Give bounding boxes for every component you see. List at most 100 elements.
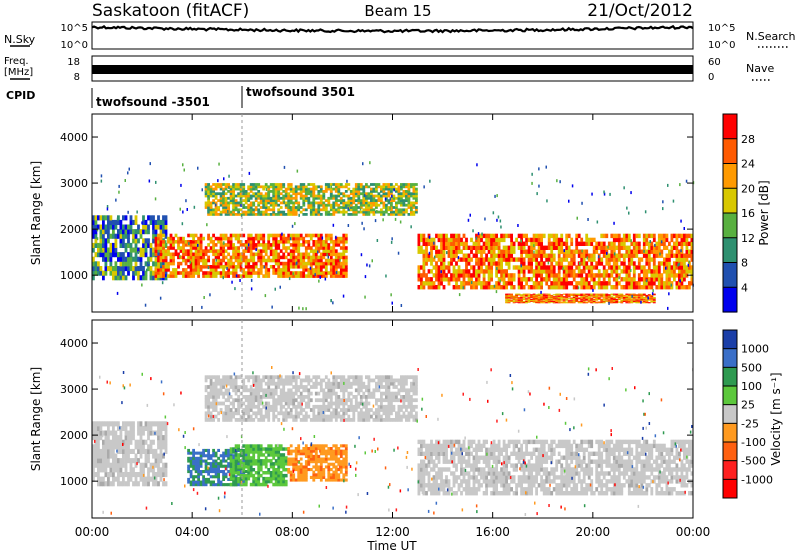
data-cell: [304, 265, 308, 269]
data-cell: [314, 273, 316, 277]
data-cell: [207, 477, 210, 481]
data-cell: [279, 206, 283, 209]
data-cell: [595, 294, 599, 297]
data-cell: [102, 242, 105, 248]
data-cell: [92, 472, 95, 478]
data-cell: [412, 185, 416, 189]
data-cell: [627, 269, 631, 274]
data-cell: [412, 194, 416, 198]
data-cell: [92, 430, 95, 436]
data-cell: [227, 201, 230, 205]
data-cell: [247, 459, 251, 463]
data-cell: [259, 255, 263, 260]
data-cell: [527, 294, 531, 297]
data-cell: [244, 213, 248, 216]
data-cell: [119, 462, 123, 468]
data-cell: [635, 299, 639, 301]
data-cell: [274, 453, 278, 457]
data-cell: [139, 256, 143, 262]
data-cell: [197, 274, 200, 278]
data-cell: [284, 473, 288, 478]
data-cell: [157, 236, 160, 241]
data-cell: [129, 467, 133, 473]
data-cell: [337, 240, 341, 244]
data-cell: [530, 294, 533, 297]
data-cell: [92, 275, 95, 281]
data-cell: [502, 249, 506, 254]
data-cell: [642, 296, 646, 299]
data-cell: [535, 261, 538, 266]
data-cell: [680, 249, 682, 253]
data-cell: [139, 266, 143, 272]
data-cell: [510, 281, 513, 286]
data-cell: [142, 270, 145, 276]
data-cell: [572, 261, 576, 266]
data-cell: [354, 187, 358, 191]
data-cell: [204, 274, 208, 278]
data-cell: [142, 462, 145, 468]
data-cell: [655, 245, 659, 250]
data-cell: [397, 196, 401, 200]
data-cell: [605, 269, 609, 274]
data-cell: [269, 196, 273, 200]
data-cell: [487, 245, 491, 250]
data-cell: [297, 233, 301, 238]
data-cell: [615, 281, 619, 286]
data-cell: [647, 265, 651, 270]
data-cell: [129, 247, 133, 253]
data-cell: [391, 194, 393, 198]
data-cell: [577, 273, 581, 278]
data-cell: [204, 483, 208, 487]
data-cell: [274, 479, 278, 484]
data-cell: [229, 271, 233, 275]
data-cell: [440, 233, 443, 239]
data-cell: [244, 192, 248, 196]
data-cell: [267, 246, 271, 250]
data-cell: [314, 265, 318, 269]
data-cell: [688, 233, 691, 239]
data-cell: [279, 249, 283, 253]
data-cell: [199, 472, 203, 476]
data-cell: [94, 252, 98, 258]
data-cell: [254, 462, 258, 466]
data-cell: [187, 456, 190, 460]
data-cell: [620, 296, 624, 299]
data-cell: [96, 237, 99, 241]
data-cell: [114, 421, 118, 427]
data-cell: [492, 241, 496, 246]
data-cell: [570, 293, 574, 295]
data-cell: [673, 245, 676, 250]
data-cell: [612, 257, 616, 262]
data-cell: [307, 199, 311, 202]
data-cell: [262, 246, 266, 250]
data-cell: [422, 281, 426, 286]
data-cell: [219, 464, 223, 468]
data-cell: [430, 241, 433, 246]
data-cell: [337, 208, 341, 212]
data-cell: [149, 256, 153, 262]
data-cell: [647, 296, 649, 300]
data-cell: [680, 245, 684, 250]
data-cell: [665, 257, 669, 262]
data-cell: [359, 187, 363, 191]
data-cell: [232, 447, 235, 451]
data-cell: [657, 277, 661, 282]
data-cell: [540, 257, 543, 262]
data-cell: [337, 265, 341, 269]
data-cell: [422, 257, 426, 262]
data-cell: [555, 233, 559, 239]
data-cell: [342, 206, 346, 209]
data-cell: [405, 194, 408, 198]
data-cell: [122, 229, 125, 235]
data-cell: [234, 462, 238, 466]
data-cell: [455, 245, 458, 250]
data-cell: [339, 199, 343, 202]
data-cell: [592, 265, 596, 270]
data-cell: [476, 163, 478, 167]
data-cell: [487, 241, 491, 246]
data-cell: [269, 246, 273, 250]
data-cell: [294, 447, 298, 451]
data-cell: [212, 258, 215, 263]
data-cell: [227, 464, 230, 468]
data-cell: [560, 301, 564, 303]
